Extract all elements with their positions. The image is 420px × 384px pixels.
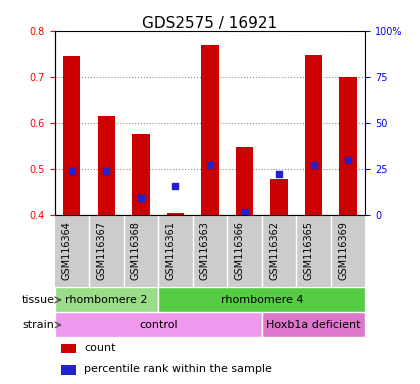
- Bar: [132, 134, 150, 215]
- Point: [138, 195, 144, 202]
- Bar: [167, 213, 184, 215]
- Text: GSM116361: GSM116361: [165, 221, 176, 280]
- Bar: [305, 55, 322, 215]
- Title: GDS2575 / 16921: GDS2575 / 16921: [142, 16, 278, 31]
- Bar: [236, 147, 253, 215]
- Point: [241, 209, 248, 215]
- Text: rhombomere 2: rhombomere 2: [65, 295, 148, 305]
- Bar: [61, 365, 76, 375]
- Text: GSM116368: GSM116368: [131, 221, 141, 280]
- Bar: [158, 287, 365, 312]
- Text: GSM116369: GSM116369: [338, 221, 348, 280]
- Point: [103, 168, 110, 174]
- Bar: [61, 344, 76, 353]
- Bar: [98, 116, 115, 215]
- Text: percentile rank within the sample: percentile rank within the sample: [84, 364, 272, 374]
- Point: [68, 168, 75, 174]
- Text: Hoxb1a deficient: Hoxb1a deficient: [266, 320, 361, 330]
- Bar: [63, 56, 81, 215]
- Text: GSM116362: GSM116362: [269, 221, 279, 280]
- Text: GSM116365: GSM116365: [304, 221, 314, 280]
- Text: rhombomere 4: rhombomere 4: [220, 295, 303, 305]
- Text: GSM116363: GSM116363: [200, 221, 210, 280]
- Bar: [55, 287, 158, 312]
- Bar: [262, 312, 365, 338]
- Point: [345, 157, 352, 163]
- Text: control: control: [139, 320, 178, 330]
- Point: [276, 170, 282, 177]
- Bar: [270, 179, 288, 215]
- Bar: [55, 312, 262, 338]
- Text: GSM116366: GSM116366: [234, 221, 244, 280]
- Point: [172, 183, 179, 189]
- Point: [310, 162, 317, 168]
- Bar: [201, 45, 219, 215]
- Text: GSM116364: GSM116364: [62, 221, 72, 280]
- Text: GSM116367: GSM116367: [97, 221, 106, 280]
- Text: strain: strain: [23, 320, 55, 330]
- Text: count: count: [84, 343, 116, 353]
- Bar: [339, 77, 357, 215]
- Point: [207, 162, 213, 168]
- Text: tissue: tissue: [21, 295, 55, 305]
